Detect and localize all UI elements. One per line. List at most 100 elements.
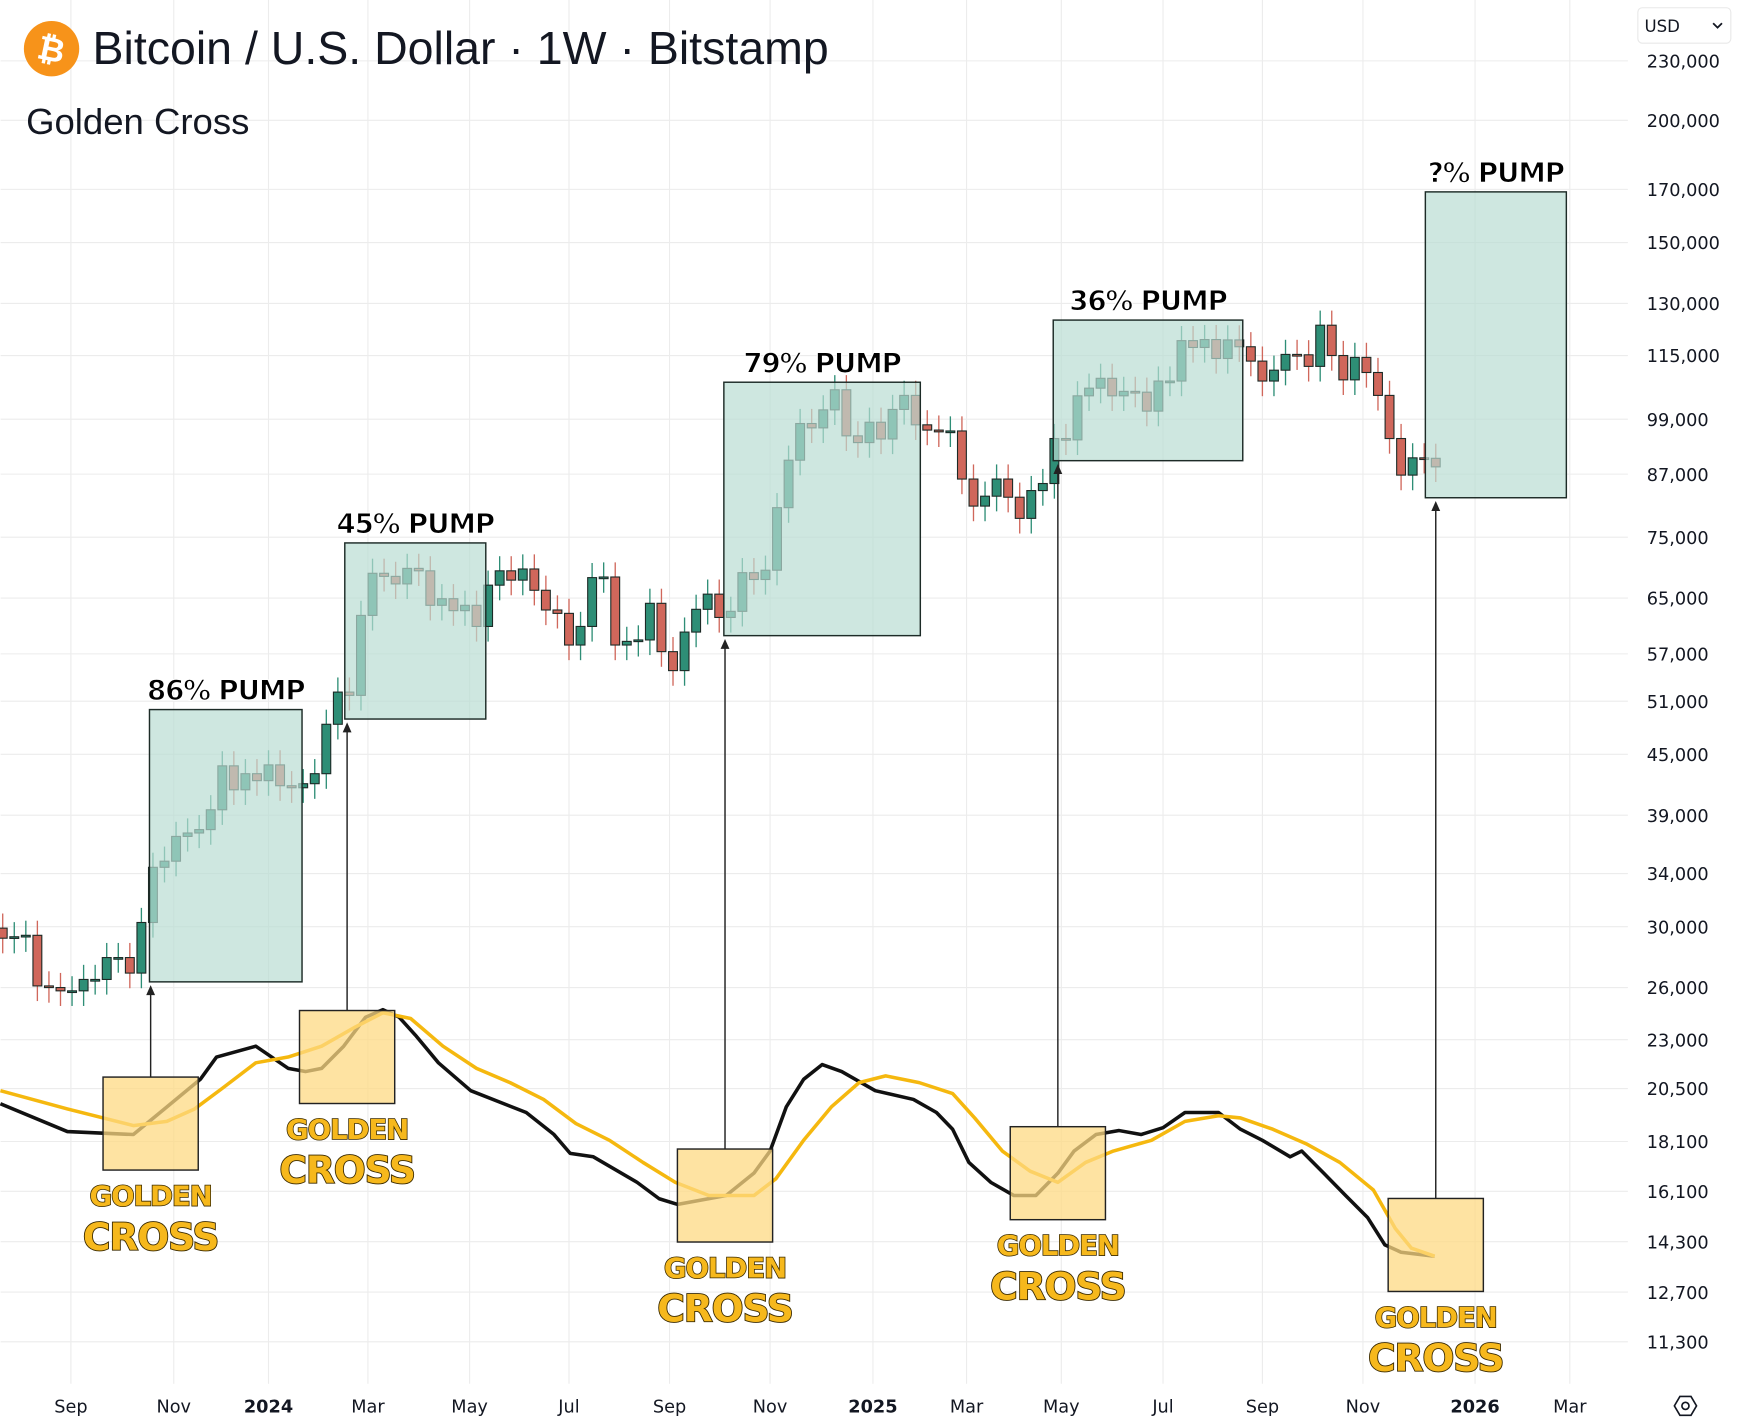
time-tick-label: Mar (950, 1398, 984, 1418)
candle-body (702, 593, 713, 610)
candle-body (991, 478, 1002, 497)
time-tick-label: 2024 (244, 1398, 293, 1418)
candle-body (598, 576, 609, 580)
time-tick-label: May (451, 1398, 488, 1418)
candle-body (113, 957, 124, 960)
candle-body (101, 957, 112, 981)
golden-cross-box (1009, 1125, 1107, 1221)
candle-body (529, 568, 540, 591)
candle (540, 575, 551, 626)
candle-body (78, 978, 89, 992)
chart-title: Bitcoin / U.S. Dollar · 1W · Bitstamp (93, 22, 829, 74)
golden-cross-box (102, 1076, 199, 1171)
price-tick-label: 18,100 (1647, 1133, 1709, 1153)
candle-body (321, 723, 332, 775)
candle-body (668, 651, 678, 672)
candle (1280, 339, 1291, 386)
candle (668, 637, 678, 686)
candle (575, 611, 586, 661)
candle-body (1280, 353, 1291, 371)
golden-cross-label: CROSS (1368, 1336, 1504, 1380)
price-tick-label: 12,700 (1647, 1284, 1709, 1304)
candle (1315, 310, 1326, 382)
price-tick-label: 115,000 (1647, 347, 1720, 367)
price-tick-label: 99,000 (1647, 411, 1709, 431)
candle-body (0, 927, 8, 939)
pump-boxes: 86% PUMP 45% PUMP 79% PUMP 36% PUMP ?% PUMP (146, 155, 1568, 983)
time-tick-label: Sep (54, 1398, 87, 1418)
candle-body (1361, 356, 1372, 374)
candle (136, 907, 147, 989)
candle (321, 709, 332, 789)
candle-body (575, 625, 586, 646)
currency-dropdown[interactable]: USD (1637, 7, 1732, 44)
candle-body (90, 978, 101, 982)
golden-cross-label: CROSS (657, 1287, 793, 1331)
price-tick-label: 57,000 (1647, 646, 1709, 666)
price-tick-label: 87,000 (1647, 466, 1709, 486)
candle (55, 972, 66, 1006)
candle-body (540, 589, 551, 611)
candle-body (610, 576, 621, 646)
candle-body (9, 936, 20, 939)
time-tick-label: Sep (653, 1398, 686, 1418)
grid-lines (0, 0, 1628, 1384)
candle-body (968, 478, 979, 507)
candle (945, 416, 956, 447)
time-tick-label: Nov (1346, 1398, 1381, 1418)
candle (1245, 332, 1256, 377)
candle (968, 464, 979, 522)
candle (494, 556, 505, 601)
candle (517, 554, 528, 596)
candle (633, 625, 644, 657)
price-tick-label: 51,000 (1647, 693, 1709, 713)
candle-body (1372, 371, 1383, 396)
candle (702, 579, 713, 625)
pump-box (1052, 319, 1244, 462)
candle-body (933, 429, 944, 433)
candle-body (494, 570, 505, 586)
candle-body (1326, 324, 1337, 357)
candle-body (309, 773, 320, 785)
candle (309, 759, 320, 799)
price-tick-label: 26,000 (1647, 979, 1709, 999)
candle (1338, 340, 1349, 396)
bitcoin-icon: ₿ (23, 21, 80, 77)
golden-cross-box (1387, 1197, 1485, 1293)
candle-body (332, 691, 343, 725)
pump-box (723, 381, 922, 637)
time-tick-label: May (1043, 1398, 1080, 1418)
arrow-head-icon (1053, 463, 1063, 474)
candle-body (587, 577, 598, 628)
arrow-head-icon (1431, 501, 1441, 512)
candle (598, 562, 609, 593)
candle-body (564, 612, 574, 646)
pump-box (148, 708, 303, 983)
candle (587, 563, 598, 642)
pump-label: 79% PUMP (743, 346, 901, 379)
candle-body (1407, 457, 1418, 476)
candle (714, 579, 725, 633)
golden-cross-label: GOLDEN (286, 1113, 408, 1146)
candle-body (633, 639, 644, 643)
chevron-down-icon (1712, 22, 1723, 29)
candle-body (945, 430, 956, 434)
price-tick-label: 34,000 (1647, 865, 1709, 885)
candle (1361, 342, 1372, 388)
candle (1384, 380, 1395, 454)
price-tick-label: 75,000 (1647, 529, 1709, 549)
candle (1407, 443, 1418, 491)
price-tick-label: 150,000 (1647, 234, 1720, 254)
gear-icon[interactable] (1673, 1395, 1698, 1417)
candle-body (1003, 478, 1014, 498)
candle (922, 410, 933, 446)
candle (1014, 482, 1025, 534)
candle (1003, 464, 1014, 513)
golden-cross-markers: GOLDENCROSSGOLDENCROSSGOLDENCROSSGOLDENC… (82, 463, 1506, 1381)
candle (1257, 346, 1268, 397)
candle-body (1396, 437, 1407, 476)
candle (1292, 339, 1303, 370)
candle-body (20, 934, 31, 938)
candle-body (55, 986, 66, 992)
